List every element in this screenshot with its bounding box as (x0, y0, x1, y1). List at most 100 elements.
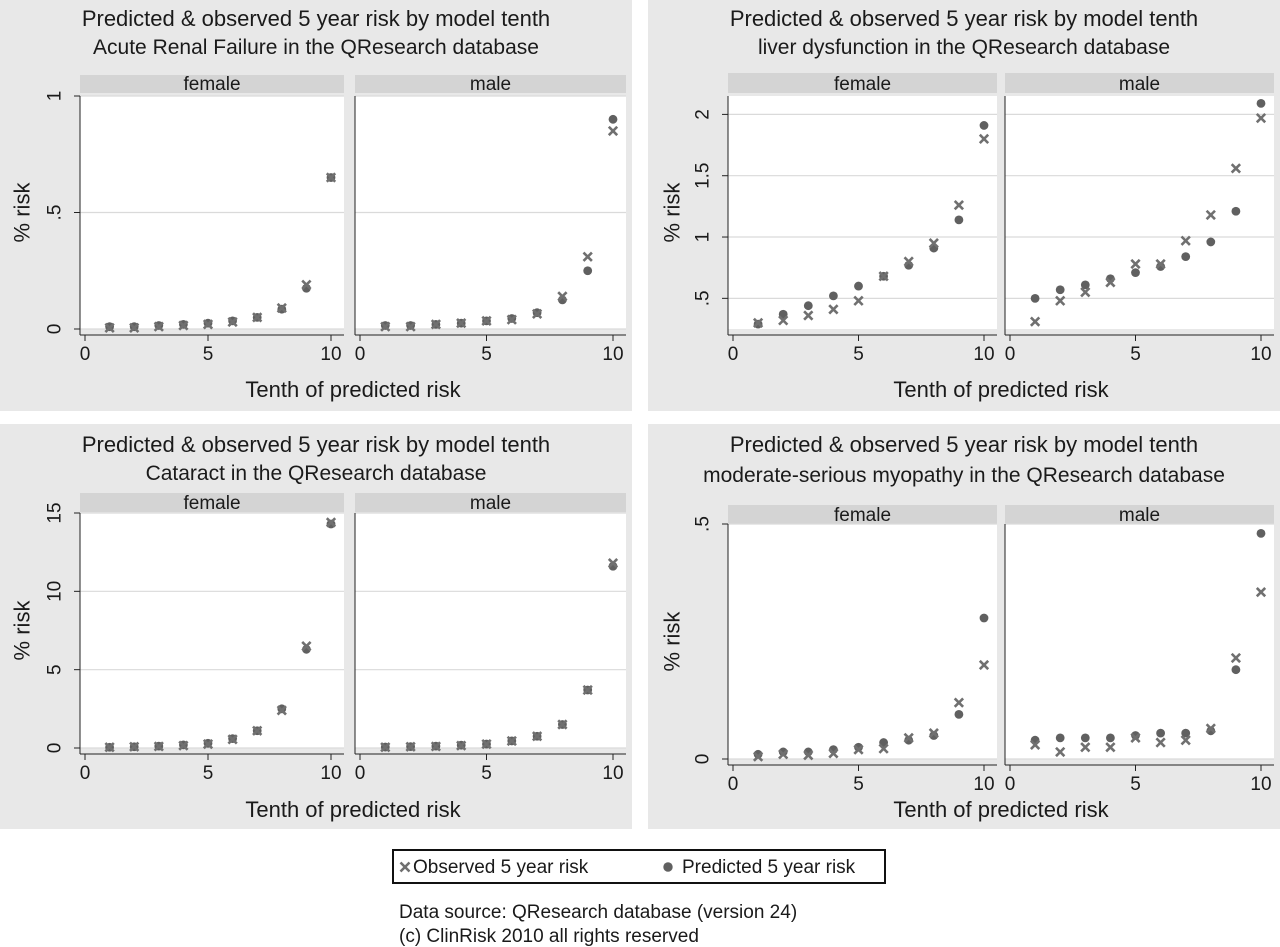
predicted-point (608, 114, 618, 124)
y-tick-label: .5 (45, 205, 66, 221)
observed-point (430, 319, 442, 330)
observed-point (456, 740, 467, 751)
observed-point-stroke (481, 738, 492, 750)
observed-point-stroke (1055, 295, 1066, 306)
x-tick-label: 0 (1005, 774, 1016, 795)
predicted-point (854, 281, 863, 291)
legend-observed-label: Observed 5 year risk (413, 857, 589, 878)
x-axis-title: Tenth of predicted risk (893, 797, 1109, 822)
y-tick-label: 0 (693, 754, 714, 765)
observed-point-stroke (1205, 209, 1216, 221)
observed-point (953, 697, 965, 708)
observed-point (903, 732, 914, 743)
predicted-point (1080, 280, 1090, 290)
observed-point-stroke (953, 697, 965, 708)
x-tick-label: 5 (853, 344, 864, 365)
observed-point (953, 200, 965, 211)
observed-point-stroke (752, 751, 764, 762)
observed-point (202, 738, 214, 750)
predicted-point (929, 731, 939, 740)
plot-area (355, 513, 626, 748)
y-axis-title: % risk (10, 600, 35, 661)
x-tick-label: 5 (1130, 344, 1141, 365)
x-tick-label: 0 (728, 774, 739, 795)
facet-strip (1005, 505, 1274, 524)
x-axis-title: Tenth of predicted risk (245, 377, 461, 402)
observed-point-stroke (752, 317, 764, 328)
y-tick-label: 10 (45, 581, 66, 602)
observed-point-stroke (252, 312, 263, 323)
observed-point-stroke (557, 719, 568, 730)
footer-data-source: Data source: QResearch database (version… (399, 902, 797, 923)
observed-point (752, 317, 764, 328)
observed-point (380, 742, 391, 753)
observed-point (1155, 737, 1166, 748)
predicted-point (1080, 733, 1090, 743)
x-tick-label: 0 (1005, 344, 1016, 365)
predicted-point (1156, 262, 1165, 271)
legend-observed-marker (399, 861, 411, 873)
observed-point (1105, 277, 1116, 288)
observed-point-stroke (1230, 652, 1242, 664)
chart-subtitle: moderate-serious myopathy in the QResear… (703, 464, 1225, 487)
observed-point-stroke (557, 291, 568, 302)
predicted-point (753, 749, 763, 759)
chart-subtitle: Cataract in the QResearch database (146, 462, 487, 485)
observed-point-stroke (506, 314, 517, 325)
x-tick-label: 10 (973, 344, 994, 365)
observed-point (1155, 258, 1166, 270)
observed-point (481, 738, 492, 750)
observed-point (301, 641, 312, 652)
plot-area (1005, 96, 1274, 329)
y-tick-label: 1 (45, 91, 66, 102)
facet-strip (1005, 73, 1274, 93)
observed-point-stroke (778, 315, 789, 326)
observed-point-stroke (227, 734, 238, 745)
facet-male: male 0 5 10 (354, 493, 626, 784)
chart-2: Predicted & observed 5 year risk by mode… (648, 0, 1280, 411)
observed-point (557, 291, 568, 302)
x-tick-label: 5 (1130, 774, 1141, 795)
observed-point-stroke (1180, 235, 1191, 246)
observed-point-stroke (202, 319, 214, 330)
observed-point (803, 310, 814, 321)
observed-point-stroke (506, 735, 517, 747)
observed-point-stroke (325, 517, 337, 528)
observed-point (1055, 295, 1066, 306)
observed-point (1255, 112, 1267, 124)
observed-point-stroke (456, 740, 467, 751)
legend: Observed 5 year risk Predicted 5 year ri… (392, 849, 886, 884)
chart-subtitle: liver dysfunction in the QResearch datab… (758, 36, 1170, 59)
y-tick-label: 15 (45, 502, 66, 523)
y-tick-label: 0 (45, 324, 66, 335)
predicted-point (583, 266, 593, 276)
x-axis-title: Tenth of predicted risk (893, 377, 1109, 402)
observed-point-stroke (1255, 587, 1267, 598)
observed-point (1029, 739, 1041, 751)
observed-point-stroke (202, 738, 214, 750)
predicted-point (1055, 733, 1065, 743)
facet-female: female 0 5 10 0 .5 (693, 505, 997, 795)
x-tick-label: 10 (973, 774, 994, 795)
observed-point-stroke (878, 271, 889, 282)
observed-point-stroke (129, 322, 140, 333)
observed-point-stroke (928, 728, 939, 739)
observed-point (978, 659, 990, 671)
observed-point (481, 315, 492, 326)
y-axis-title: % risk (660, 611, 685, 672)
observed-point-stroke (978, 659, 990, 671)
y-tick-label: 2 (693, 109, 714, 120)
predicted-point (1231, 665, 1241, 675)
predicted-point (1156, 728, 1165, 738)
observed-point-stroke (276, 302, 287, 314)
observed-point (1029, 316, 1041, 327)
legend-predicted-marker (663, 862, 673, 872)
legend-box (392, 849, 886, 884)
x-tick-label: 0 (80, 763, 91, 784)
observed-point (582, 251, 593, 262)
observed-point-stroke (1080, 287, 1091, 298)
observed-point-stroke (828, 304, 839, 315)
observed-point-stroke (1155, 737, 1166, 748)
facet-strip (728, 73, 997, 93)
observed-point-stroke (481, 315, 492, 326)
